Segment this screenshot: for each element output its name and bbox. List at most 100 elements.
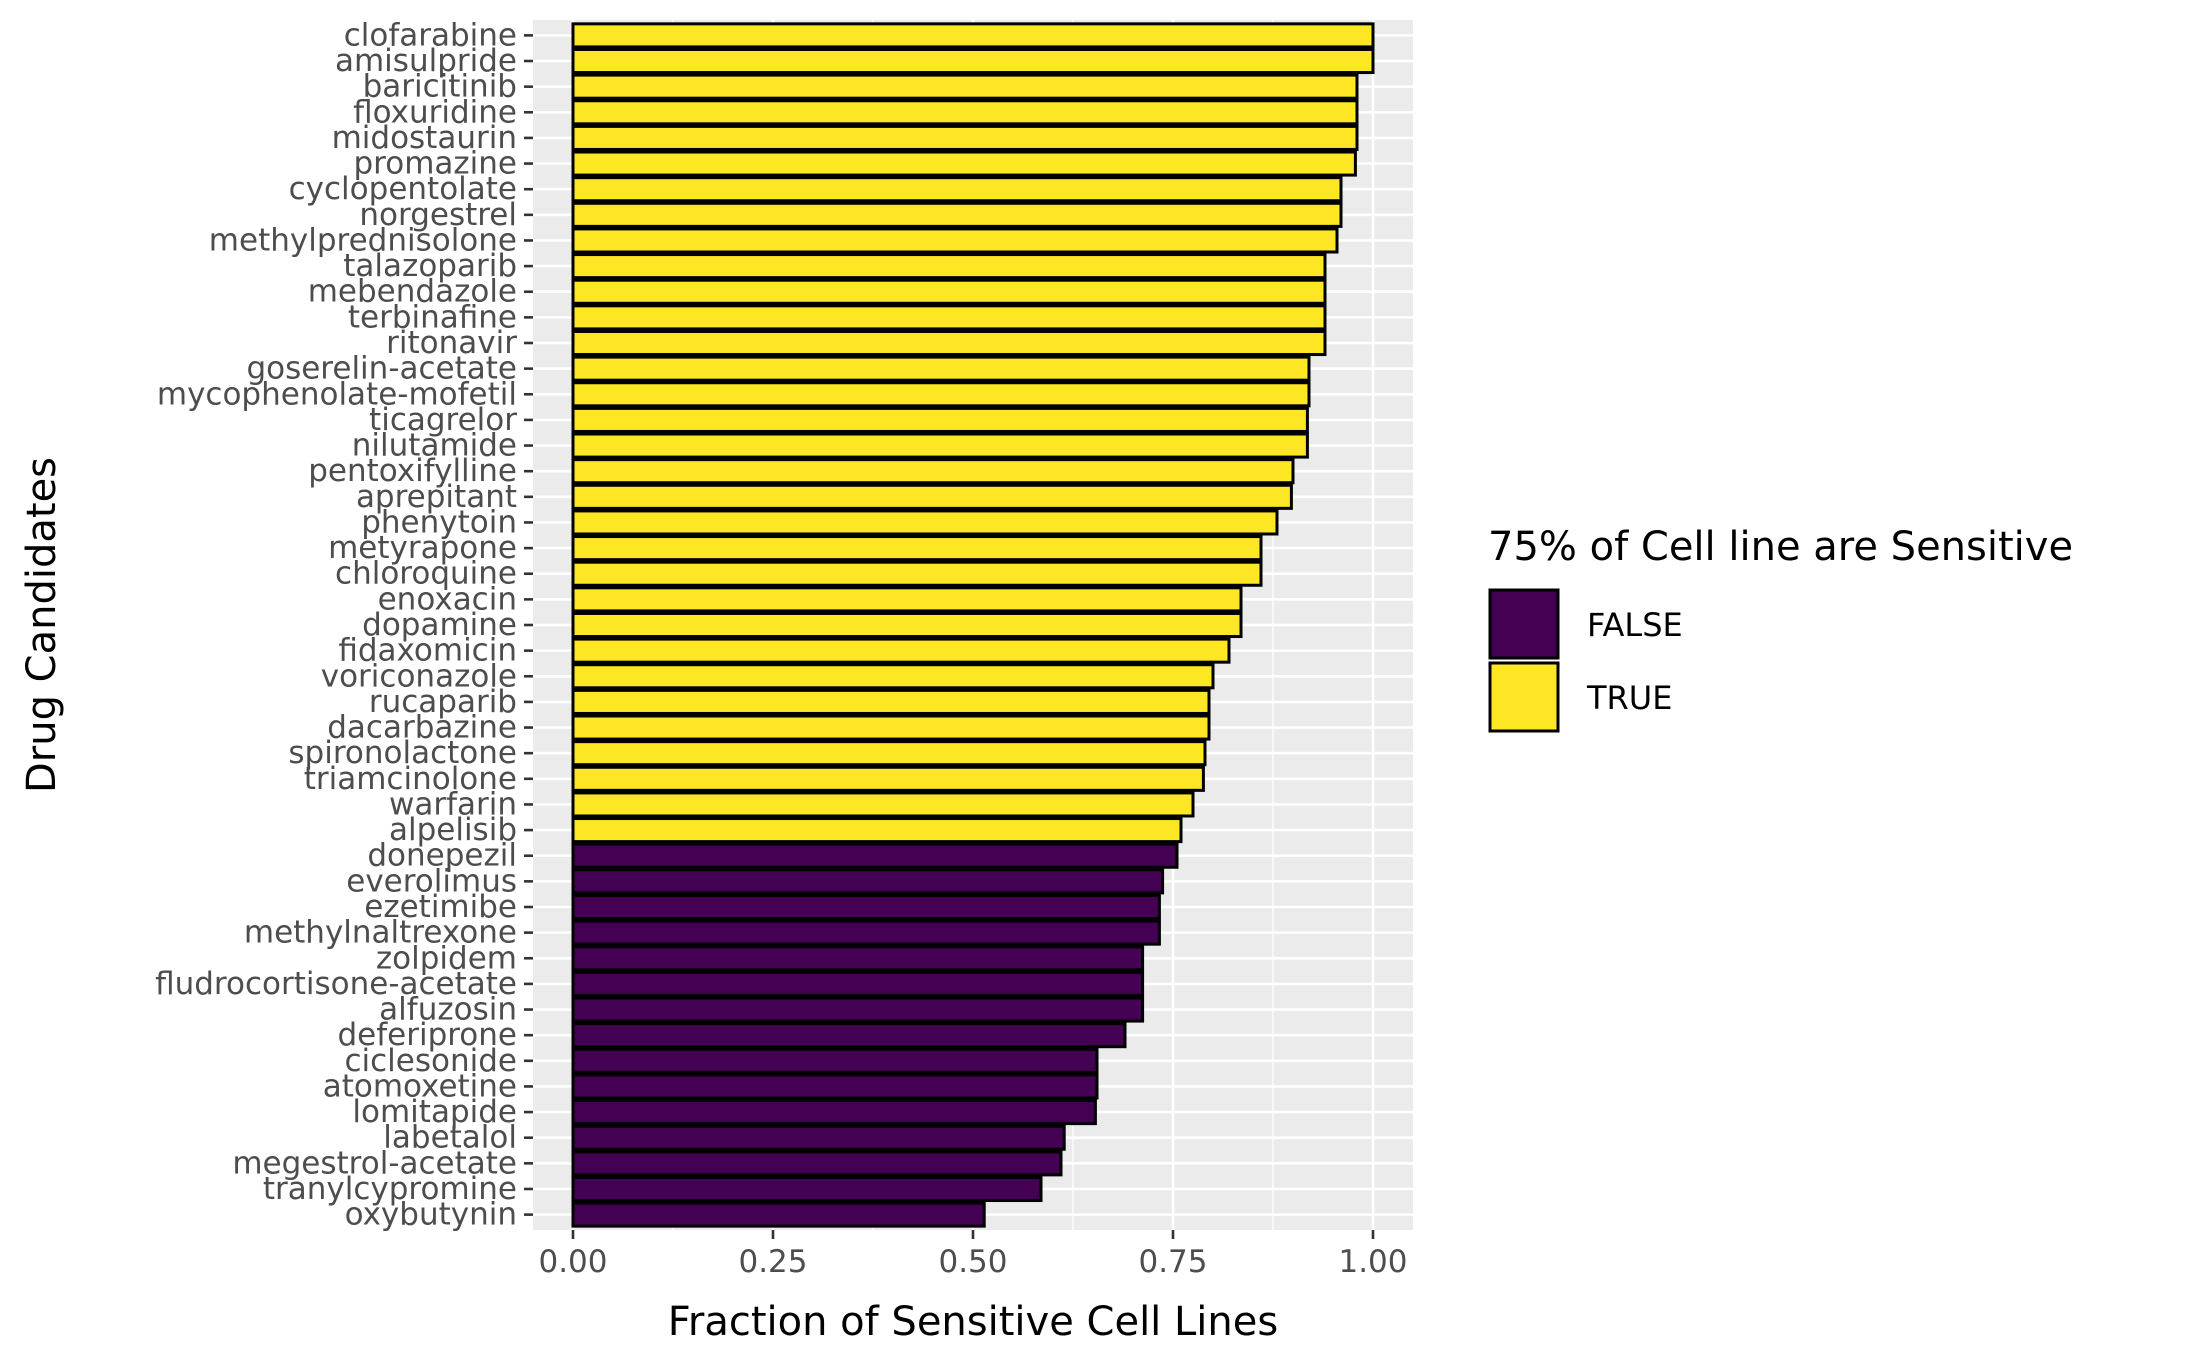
legend-label: TRUE: [1586, 679, 1672, 717]
y-tick-label: fidaxomicin: [338, 633, 517, 669]
x-tick-label: 0.50: [938, 1244, 1007, 1280]
bar-zolpidem: [571, 945, 1145, 972]
y-tick-label: zolpidem: [376, 940, 517, 976]
bar-tranylcypromine: [571, 1175, 1043, 1203]
y-tick-label: atomoxetine: [323, 1068, 517, 1104]
bar-alpelisib: [571, 817, 1183, 844]
y-tick-label: alfuzosin: [379, 992, 517, 1028]
bar-ezetimibe: [571, 893, 1161, 921]
y-tick-label: ciclesonide: [344, 1043, 517, 1079]
y-tick-label: terbinafine: [348, 299, 517, 335]
bar-phenytoin: [571, 509, 1279, 536]
bar-nilutamide: [571, 432, 1309, 459]
y-tick-label: ritonavir: [386, 325, 517, 361]
bar-talazoparib: [571, 253, 1327, 280]
y-tick-label: methylnaltrexone: [244, 915, 517, 951]
bar-megestrol-acetate: [571, 1150, 1063, 1177]
y-tick-label: norgestrel: [359, 197, 517, 233]
bar-fludrocortisone-acetate: [571, 970, 1145, 997]
bar-floxuridine: [571, 99, 1359, 126]
y-tick-label: warfarin: [389, 786, 517, 822]
bar-alfuzosin: [571, 996, 1145, 1023]
y-tick-label: talazoparib: [343, 248, 517, 284]
legend-title: 75% of Cell line are Sensitive: [1488, 524, 2073, 570]
y-tick-label: baricitinib: [363, 69, 517, 105]
legend: 75% of Cell line are Sensitive FALSE TRUE: [1488, 524, 2073, 733]
bar-cyclopentolate: [571, 176, 1343, 203]
x-tick-label: 1.00: [1338, 1244, 1407, 1280]
y-tick-label: labetalol: [383, 1120, 517, 1156]
bar-clofarabine: [571, 22, 1375, 49]
bar-pentoxifylline: [571, 458, 1295, 485]
bar-terbinafine: [571, 304, 1327, 331]
x-axis: 0.00 0.25 0.50 0.75 1.00: [538, 1230, 1408, 1280]
bar-atomoxetine: [571, 1073, 1099, 1100]
y-tick-label: spironolactone: [288, 735, 517, 771]
bar-enoxacin: [571, 586, 1243, 613]
bar-oxybutynin: [571, 1201, 986, 1228]
x-tick-label: 0.00: [538, 1244, 607, 1280]
x-tick-label: 0.75: [1138, 1244, 1207, 1280]
y-tick-label: goserelin-acetate: [246, 351, 517, 387]
y-tick-label: tranylcypromine: [263, 1171, 517, 1207]
y-tick-label: everolimus: [346, 863, 517, 899]
y-tick-label: promazine: [353, 146, 517, 182]
bar-rucaparib: [571, 688, 1211, 715]
bar-metyrapone: [571, 535, 1263, 562]
y-tick-label: alpelisib: [389, 812, 517, 848]
y-tick-label: oxybutynin: [345, 1197, 517, 1233]
y-tick-label: mycophenolate-mofetil: [157, 376, 517, 412]
bar-warfarin: [571, 791, 1195, 818]
y-tick-label: dacarbazine: [327, 710, 517, 746]
y-tick-label: amisulpride: [335, 43, 517, 79]
bar-methylnaltrexone: [571, 919, 1161, 946]
y-tick-label: methylprednisolone: [209, 222, 517, 258]
bar-promazine: [571, 150, 1357, 177]
bar-triamcinolone: [571, 765, 1205, 792]
bar-chloroquine: [571, 560, 1263, 587]
bar-mycophenolate-mofetil: [571, 381, 1311, 408]
y-axis-title: Drug Candidates: [19, 457, 65, 793]
y-tick-label: mebendazole: [308, 274, 517, 310]
y-tick-label: rucaparib: [369, 684, 517, 720]
bar-ritonavir: [571, 329, 1327, 357]
legend-key-true: [1488, 661, 1560, 733]
bar-amisulpride: [571, 47, 1375, 75]
bar-baricitinib: [571, 73, 1359, 100]
bar-dacarbazine: [571, 714, 1211, 741]
y-axis: clofarabineamisulpridebaricitinibfloxuri…: [155, 17, 533, 1233]
bar-fidaxomicin: [571, 637, 1231, 664]
bar-labetalol: [571, 1124, 1066, 1151]
bar-norgestrel: [571, 201, 1343, 228]
legend-label: FALSE: [1587, 606, 1683, 644]
y-tick-label: megestrol-acetate: [232, 1145, 517, 1181]
y-tick-label: voriconazole: [321, 658, 517, 694]
bar-goserelin-acetate: [571, 355, 1311, 382]
bar-deferiprone: [571, 1022, 1127, 1049]
legend-key-false: [1488, 588, 1560, 660]
y-tick-label: triamcinolone: [304, 761, 517, 797]
y-tick-label: donepezil: [367, 838, 517, 874]
bar-lomitapide: [571, 1099, 1097, 1126]
y-tick-label: fludrocortisone-acetate: [155, 966, 517, 1002]
y-tick-label: deferiprone: [337, 1017, 517, 1053]
bar-voriconazole: [571, 663, 1215, 690]
bars: [571, 22, 1375, 1228]
y-tick-label: cyclopentolate: [289, 171, 517, 207]
bar-mebendazole: [571, 278, 1327, 305]
y-tick-label: enoxacin: [378, 581, 517, 617]
y-tick-label: phenytoin: [361, 504, 517, 540]
y-tick-label: ezetimibe: [364, 889, 517, 925]
y-tick-label: ticagrelor: [369, 402, 517, 438]
y-tick-label: floxuridine: [353, 94, 517, 130]
y-tick-label: aprepitant: [356, 479, 517, 515]
bar-everolimus: [571, 868, 1165, 895]
x-tick-label: 0.25: [738, 1244, 807, 1280]
bar-methylprednisolone: [571, 227, 1339, 254]
x-axis-title: Fraction of Sensitive Cell Lines: [668, 1299, 1278, 1345]
y-tick-label: dopamine: [362, 607, 517, 643]
y-tick-label: lomitapide: [352, 1094, 517, 1130]
y-tick-label: pentoxifylline: [308, 453, 517, 489]
bar-midostaurin: [571, 124, 1359, 151]
